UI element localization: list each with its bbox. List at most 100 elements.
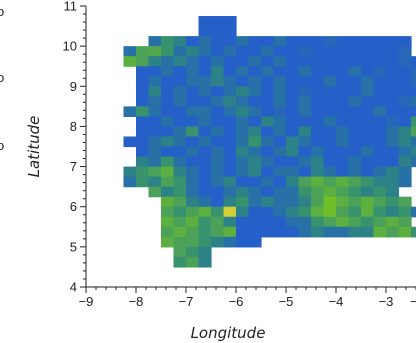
y-ticks: 4 5 6 7 8 9 10 11: [63, 0, 86, 295]
heatmap-cell: [211, 46, 225, 57]
heatmap-cell: [348, 96, 362, 107]
heatmap-cell: [348, 36, 362, 47]
heatmap-cell: [323, 96, 337, 107]
heatmap-cell: [336, 196, 350, 208]
y-tick-label: 10: [63, 39, 77, 54]
heatmap-cell: [336, 46, 350, 57]
heatmap-cell: [311, 186, 325, 198]
heatmap-cell: [373, 86, 387, 97]
heatmap-cell: [198, 126, 212, 138]
heatmap-cell: [161, 136, 175, 148]
heatmap-cell: [323, 216, 337, 228]
heatmap-cell: [373, 206, 387, 218]
heatmap-cell: [323, 66, 337, 77]
heatmap-cell: [273, 196, 287, 208]
heatmap-cell: [348, 166, 362, 178]
heatmap-cell: [373, 96, 387, 107]
axes: [85, 6, 416, 288]
heatmap-cell: [323, 106, 337, 117]
heatmap-cell: [386, 166, 400, 178]
y-tick-label: 6: [70, 199, 77, 214]
heatmap-cell: [148, 136, 162, 148]
heatmap-cell: [173, 46, 187, 57]
heatmap-cell: [386, 46, 400, 57]
heatmap-cell: [161, 86, 175, 97]
heatmap-cell: [261, 76, 275, 87]
heatmap-cell: [211, 36, 225, 47]
heatmap-cell: [298, 66, 312, 77]
heatmap-cell: [398, 176, 412, 188]
heatmap-cell: [198, 156, 212, 168]
heatmap-cell: [336, 216, 350, 228]
heatmap-cell: [173, 176, 187, 188]
heatmap-cell: [323, 226, 337, 238]
heatmap-cell: [273, 46, 287, 57]
heatmap-cell: [298, 136, 312, 148]
heatmap-cell: [398, 66, 412, 77]
heatmap-cell: [336, 136, 350, 148]
heatmap-cell: [186, 216, 200, 228]
heatmap-cell: [361, 106, 375, 117]
heatmap-cell: [261, 86, 275, 97]
heatmap-cell: [198, 56, 212, 67]
heatmap-cell: [273, 206, 287, 218]
heatmap-cell: [323, 196, 337, 208]
heatmap-cell: [198, 86, 212, 97]
heatmap-cell: [223, 166, 237, 178]
heatmap-cell: [373, 166, 387, 178]
heatmap-cell: [398, 106, 412, 117]
heatmap-cell: [298, 106, 312, 117]
heatmap-cell: [236, 146, 250, 158]
heatmap-cell: [248, 106, 262, 117]
heatmap-cell: [323, 146, 337, 158]
heatmap-cell: [211, 196, 225, 208]
heatmap-cell: [361, 86, 375, 97]
heatmap-cell: [198, 146, 212, 158]
heatmap-cell: [323, 126, 337, 138]
heatmap-cell: [323, 206, 337, 218]
heatmap-cell: [248, 186, 262, 198]
heatmap-cell: [373, 36, 387, 47]
heatmap-cell: [386, 186, 400, 198]
heatmap-cell: [223, 106, 237, 117]
heatmap-cell: [173, 166, 187, 178]
heatmap-cell: [411, 56, 416, 67]
heatmap-cell: [198, 236, 212, 248]
heatmap-cell: [186, 146, 200, 158]
heatmap-cell: [323, 36, 337, 47]
heatmap-cell: [198, 36, 212, 47]
heatmap-cell: [286, 66, 300, 77]
heatmap-cell: [223, 116, 237, 128]
heatmap-cell: [373, 46, 387, 57]
heatmap-cell: [148, 46, 162, 57]
heatmap-cell: [173, 156, 187, 168]
heatmap-cell: [261, 56, 275, 67]
heatmap-cell: [298, 166, 312, 178]
heatmap-cell: [173, 256, 187, 268]
heatmap-cell: [198, 26, 212, 37]
heatmap-cell: [161, 156, 175, 168]
heatmap-cell: [161, 146, 175, 158]
heatmap-cell: [211, 96, 225, 107]
heatmap-cell: [386, 146, 400, 158]
heatmap-cell: [261, 36, 275, 47]
y-overflow-mark: o: [0, 138, 4, 153]
heatmap-cell: [161, 176, 175, 188]
heatmap-cell: [311, 96, 325, 107]
heatmap-cell: [386, 76, 400, 87]
heatmap-cell: [311, 76, 325, 87]
heatmap-cell: [236, 116, 250, 128]
heatmap-cell: [148, 36, 162, 47]
heatmap-cell: [336, 156, 350, 168]
heatmap-cell: [386, 206, 400, 218]
heatmap-cell: [211, 116, 225, 128]
heatmap-cell: [286, 76, 300, 87]
heatmap-cell: [398, 126, 412, 138]
heatmap-cell: [211, 106, 225, 117]
heatmap-cell: [198, 16, 212, 27]
heatmap-cell: [236, 36, 250, 47]
heatmap-cell: [348, 206, 362, 218]
heatmap-cell: [323, 76, 337, 87]
heatmap-cell: [248, 236, 262, 248]
heatmap-cell: [173, 196, 187, 208]
